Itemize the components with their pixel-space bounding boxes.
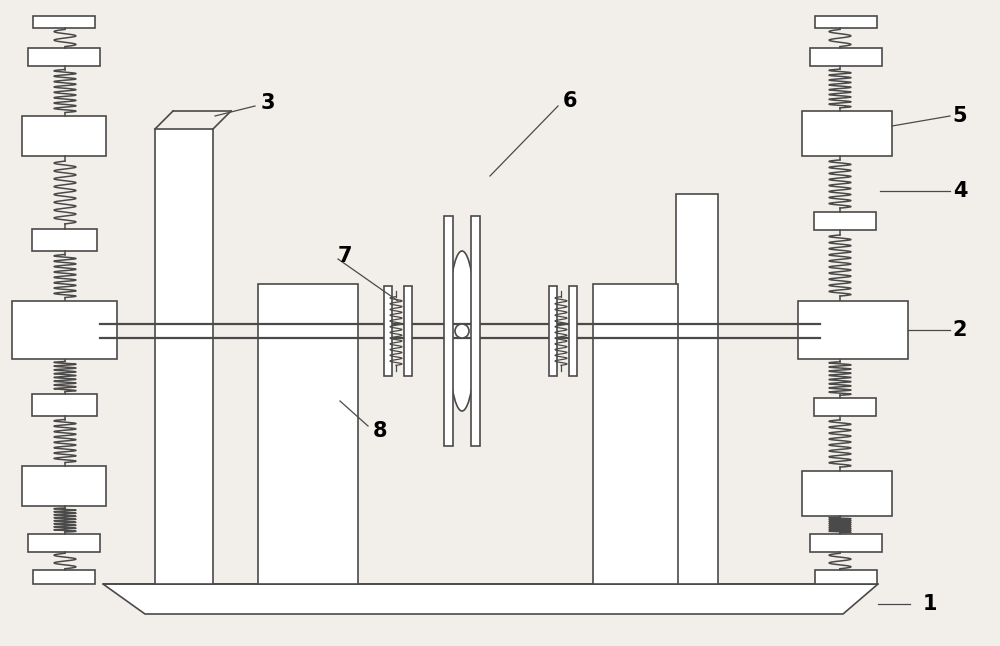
Bar [444,216,453,446]
Bar [798,301,908,359]
Polygon shape [103,584,878,614]
Text: 6: 6 [563,91,577,111]
Bar [22,466,106,506]
Bar [569,286,577,376]
Text: 8: 8 [373,421,387,441]
Bar [28,534,100,552]
Bar [384,286,392,376]
Text: 2: 2 [953,320,967,340]
Bar [471,216,480,446]
Ellipse shape [448,251,476,411]
Bar [22,116,106,156]
Bar [815,570,877,584]
Circle shape [455,324,469,338]
Bar [12,301,117,359]
Bar [810,48,882,66]
Text: 7: 7 [338,246,352,266]
Bar [810,534,882,552]
Bar [33,570,95,584]
Bar [593,284,678,584]
Text: 4: 4 [953,181,967,201]
Text: 3: 3 [261,93,275,113]
Bar [155,129,213,584]
Bar [28,48,100,66]
Bar [814,398,876,416]
Bar [814,212,876,230]
Bar [258,284,358,584]
Bar [815,16,877,28]
Bar [32,229,97,251]
Text: 1: 1 [923,594,937,614]
Bar [676,194,718,584]
Bar [802,471,892,516]
Bar [549,286,557,376]
Bar [33,16,95,28]
Bar [32,394,97,416]
Bar [404,286,412,376]
Text: 5: 5 [953,106,967,126]
Bar [802,111,892,156]
